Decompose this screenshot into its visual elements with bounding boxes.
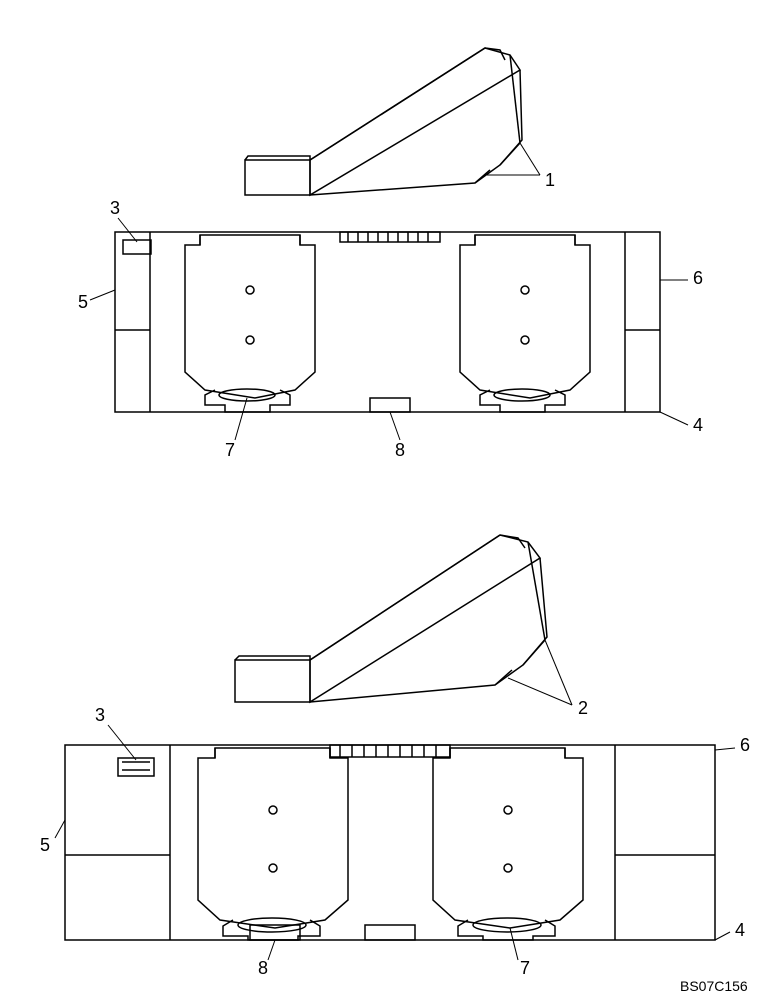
- bottom-left-mount: [198, 748, 348, 940]
- top-right-mount: [460, 235, 590, 412]
- callout-7-bottom: 7: [520, 958, 530, 979]
- callout-3-bottom: 3: [95, 705, 105, 726]
- callout-2: 2: [578, 698, 588, 719]
- callout-4-bottom: 4: [735, 920, 745, 941]
- bottom-right-mount: [433, 748, 583, 940]
- diagram-container: 1 3 5 6 7 8 4 2 3 5 6 7 8 4 BS07C156: [0, 0, 780, 1000]
- technical-drawing: [0, 0, 780, 1000]
- document-id: BS07C156: [680, 978, 748, 994]
- callout-7-top: 7: [225, 440, 235, 461]
- bottom-bucket-rear-view: [65, 745, 715, 940]
- callout-6-bottom: 6: [740, 735, 750, 756]
- callout-8-bottom: 8: [258, 958, 268, 979]
- bottom-callout-leaders: [55, 640, 735, 960]
- callout-8-top: 8: [395, 440, 405, 461]
- callout-5-top: 5: [78, 292, 88, 313]
- callout-3-top: 3: [110, 198, 120, 219]
- top-bucket-side-profile: [245, 48, 522, 195]
- callout-5-bottom: 5: [40, 835, 50, 856]
- callout-1: 1: [545, 170, 555, 191]
- callout-6-top: 6: [693, 268, 703, 289]
- callout-4-top: 4: [693, 415, 703, 436]
- top-callout-leaders: [90, 143, 688, 440]
- bottom-bucket-side-profile: [235, 535, 547, 702]
- top-bucket-rear-view: [115, 232, 660, 412]
- top-left-mount: [185, 235, 315, 412]
